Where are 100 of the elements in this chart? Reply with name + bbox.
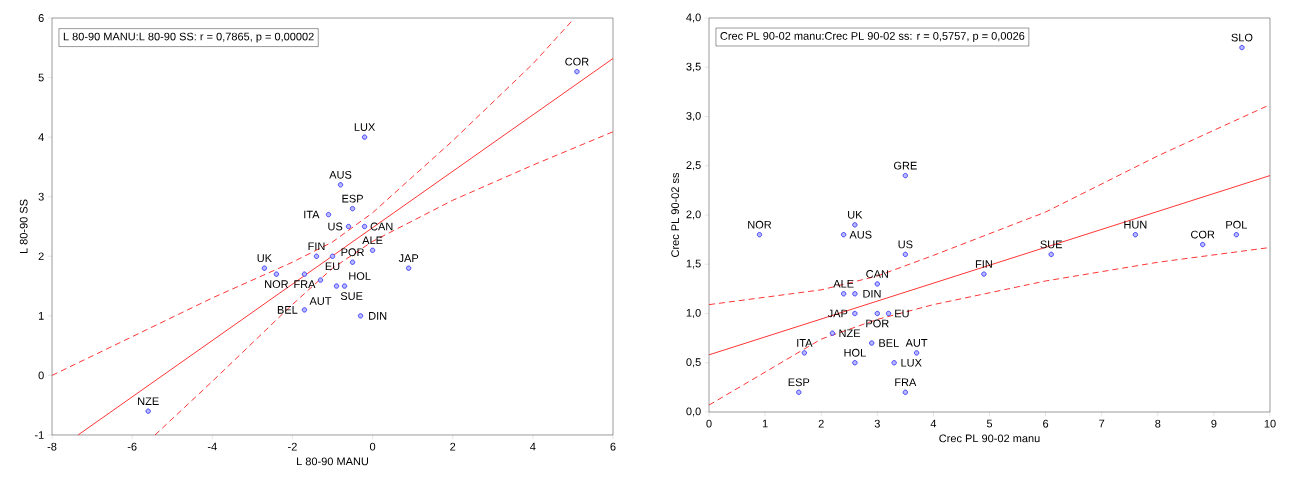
point bbox=[1239, 44, 1245, 51]
y-axis-title: Crec PL 90-02 ss bbox=[671, 172, 680, 257]
annotation: JAP bbox=[398, 254, 419, 263]
annotation: EU bbox=[895, 309, 909, 318]
point bbox=[345, 223, 352, 230]
point bbox=[885, 310, 892, 317]
point bbox=[574, 68, 580, 75]
point bbox=[1233, 232, 1239, 238]
x-axis-title: L 80-90 MANU bbox=[297, 457, 369, 466]
point bbox=[891, 360, 897, 366]
annotation: COR bbox=[1191, 230, 1215, 239]
point bbox=[261, 265, 268, 271]
y-tick-label: 5 bbox=[38, 73, 44, 82]
y-tick-label: 1,5 bbox=[686, 259, 701, 269]
x-tick-label: -2 bbox=[288, 442, 297, 451]
point bbox=[841, 232, 847, 238]
point bbox=[852, 291, 858, 297]
y-tick-label: 1,0 bbox=[686, 308, 701, 319]
point bbox=[1132, 232, 1139, 238]
point bbox=[829, 330, 836, 336]
point bbox=[1200, 241, 1206, 248]
annotation: ITA bbox=[304, 210, 320, 219]
point bbox=[756, 232, 763, 238]
annotation: HUN bbox=[1124, 220, 1147, 229]
annotation: AUS bbox=[849, 230, 872, 239]
annotation: ALE bbox=[833, 280, 854, 288]
annotation: L 80-90 MANU:L 80-90 SS: r = 0,7865, p = 0,00002 bbox=[63, 32, 314, 43]
annotation: HOL bbox=[844, 348, 866, 357]
y-tick-label: 2,5 bbox=[686, 161, 701, 171]
y-tick-label: 6 bbox=[38, 14, 44, 22]
annotation: UK bbox=[257, 254, 272, 263]
annotation: DIN bbox=[863, 290, 881, 298]
annotation: AUT bbox=[905, 339, 928, 347]
x-tick-label: 2 bbox=[450, 442, 456, 451]
annotation: AUS bbox=[329, 170, 352, 179]
point bbox=[317, 277, 324, 283]
x-tick-label: 6 bbox=[610, 442, 616, 451]
y-tick-label: 3,0 bbox=[686, 111, 701, 122]
point bbox=[902, 172, 909, 179]
annotation: ITA bbox=[797, 339, 813, 347]
x-tick-label: 4 bbox=[930, 419, 937, 428]
point bbox=[852, 310, 858, 317]
annotation: NZE bbox=[839, 329, 861, 337]
annotation: AUT bbox=[309, 297, 332, 305]
x-tick-label: 8 bbox=[1155, 419, 1161, 428]
point bbox=[406, 265, 412, 271]
y-tick-label: 3 bbox=[38, 192, 44, 201]
annotation: NOR bbox=[265, 280, 289, 289]
annotation: US bbox=[898, 240, 913, 249]
x-axis-title: Crec PL 90-02 manu bbox=[939, 434, 1040, 443]
point bbox=[349, 205, 356, 212]
annotation: COR bbox=[565, 57, 589, 66]
annotation: EU bbox=[325, 262, 340, 271]
annotation: NOR bbox=[748, 220, 772, 229]
x-tick-label: -4 bbox=[207, 442, 217, 451]
annotation: SLO bbox=[1231, 33, 1253, 42]
x-tick-label: 4 bbox=[530, 442, 536, 451]
point bbox=[361, 134, 368, 140]
y-axis-title: L 80-90 SS bbox=[19, 199, 28, 254]
x-tick-label: 0 bbox=[369, 442, 376, 451]
annotation: DIN bbox=[369, 312, 387, 320]
y-tick-label: 2,0 bbox=[686, 210, 701, 220]
point bbox=[869, 340, 875, 346]
annotation: Crec PL 90-02 manu:Crec PL 90-02 ss: r = 0,5757, p = 0,0026 bbox=[720, 32, 1025, 42]
annotation: POR bbox=[866, 319, 889, 328]
point bbox=[357, 313, 364, 319]
annotation: UK bbox=[848, 211, 863, 219]
x-tick-label: 6 bbox=[1043, 419, 1049, 428]
y-tick-label: 4 bbox=[38, 133, 44, 141]
annotation: FIN bbox=[308, 242, 325, 251]
x-tick-label: 9 bbox=[1211, 419, 1217, 428]
point bbox=[902, 251, 909, 258]
y-tick-label: 0,5 bbox=[686, 358, 701, 368]
point bbox=[981, 271, 987, 277]
annotation: US bbox=[328, 222, 343, 231]
point bbox=[333, 283, 340, 289]
annotation: ALE bbox=[362, 236, 383, 245]
x-tick-label: -8 bbox=[47, 442, 57, 451]
point bbox=[361, 223, 368, 230]
x-tick-label: 7 bbox=[1099, 419, 1105, 428]
x-tick-label: 3 bbox=[874, 419, 880, 428]
y-tick-label: 4,0 bbox=[686, 13, 701, 23]
x-tick-label: 1 bbox=[762, 419, 768, 428]
x-tick-label: 2 bbox=[818, 419, 824, 428]
point bbox=[369, 247, 376, 253]
annotation: FIN bbox=[975, 260, 992, 268]
y-tick-label: 1 bbox=[38, 312, 44, 320]
x-tick-label: -6 bbox=[127, 442, 137, 451]
y-tick-label: -1 bbox=[34, 431, 44, 439]
annotation: BEL bbox=[879, 339, 899, 347]
point bbox=[874, 310, 880, 317]
point bbox=[841, 291, 847, 297]
point bbox=[301, 271, 308, 277]
annotation: POL bbox=[1226, 220, 1247, 229]
point bbox=[349, 259, 356, 265]
x-tick-label: 5 bbox=[986, 419, 993, 428]
point bbox=[852, 360, 858, 366]
point bbox=[902, 389, 909, 395]
x-tick-label: 0 bbox=[706, 419, 712, 428]
y-tick-label: 3,5 bbox=[686, 62, 701, 72]
